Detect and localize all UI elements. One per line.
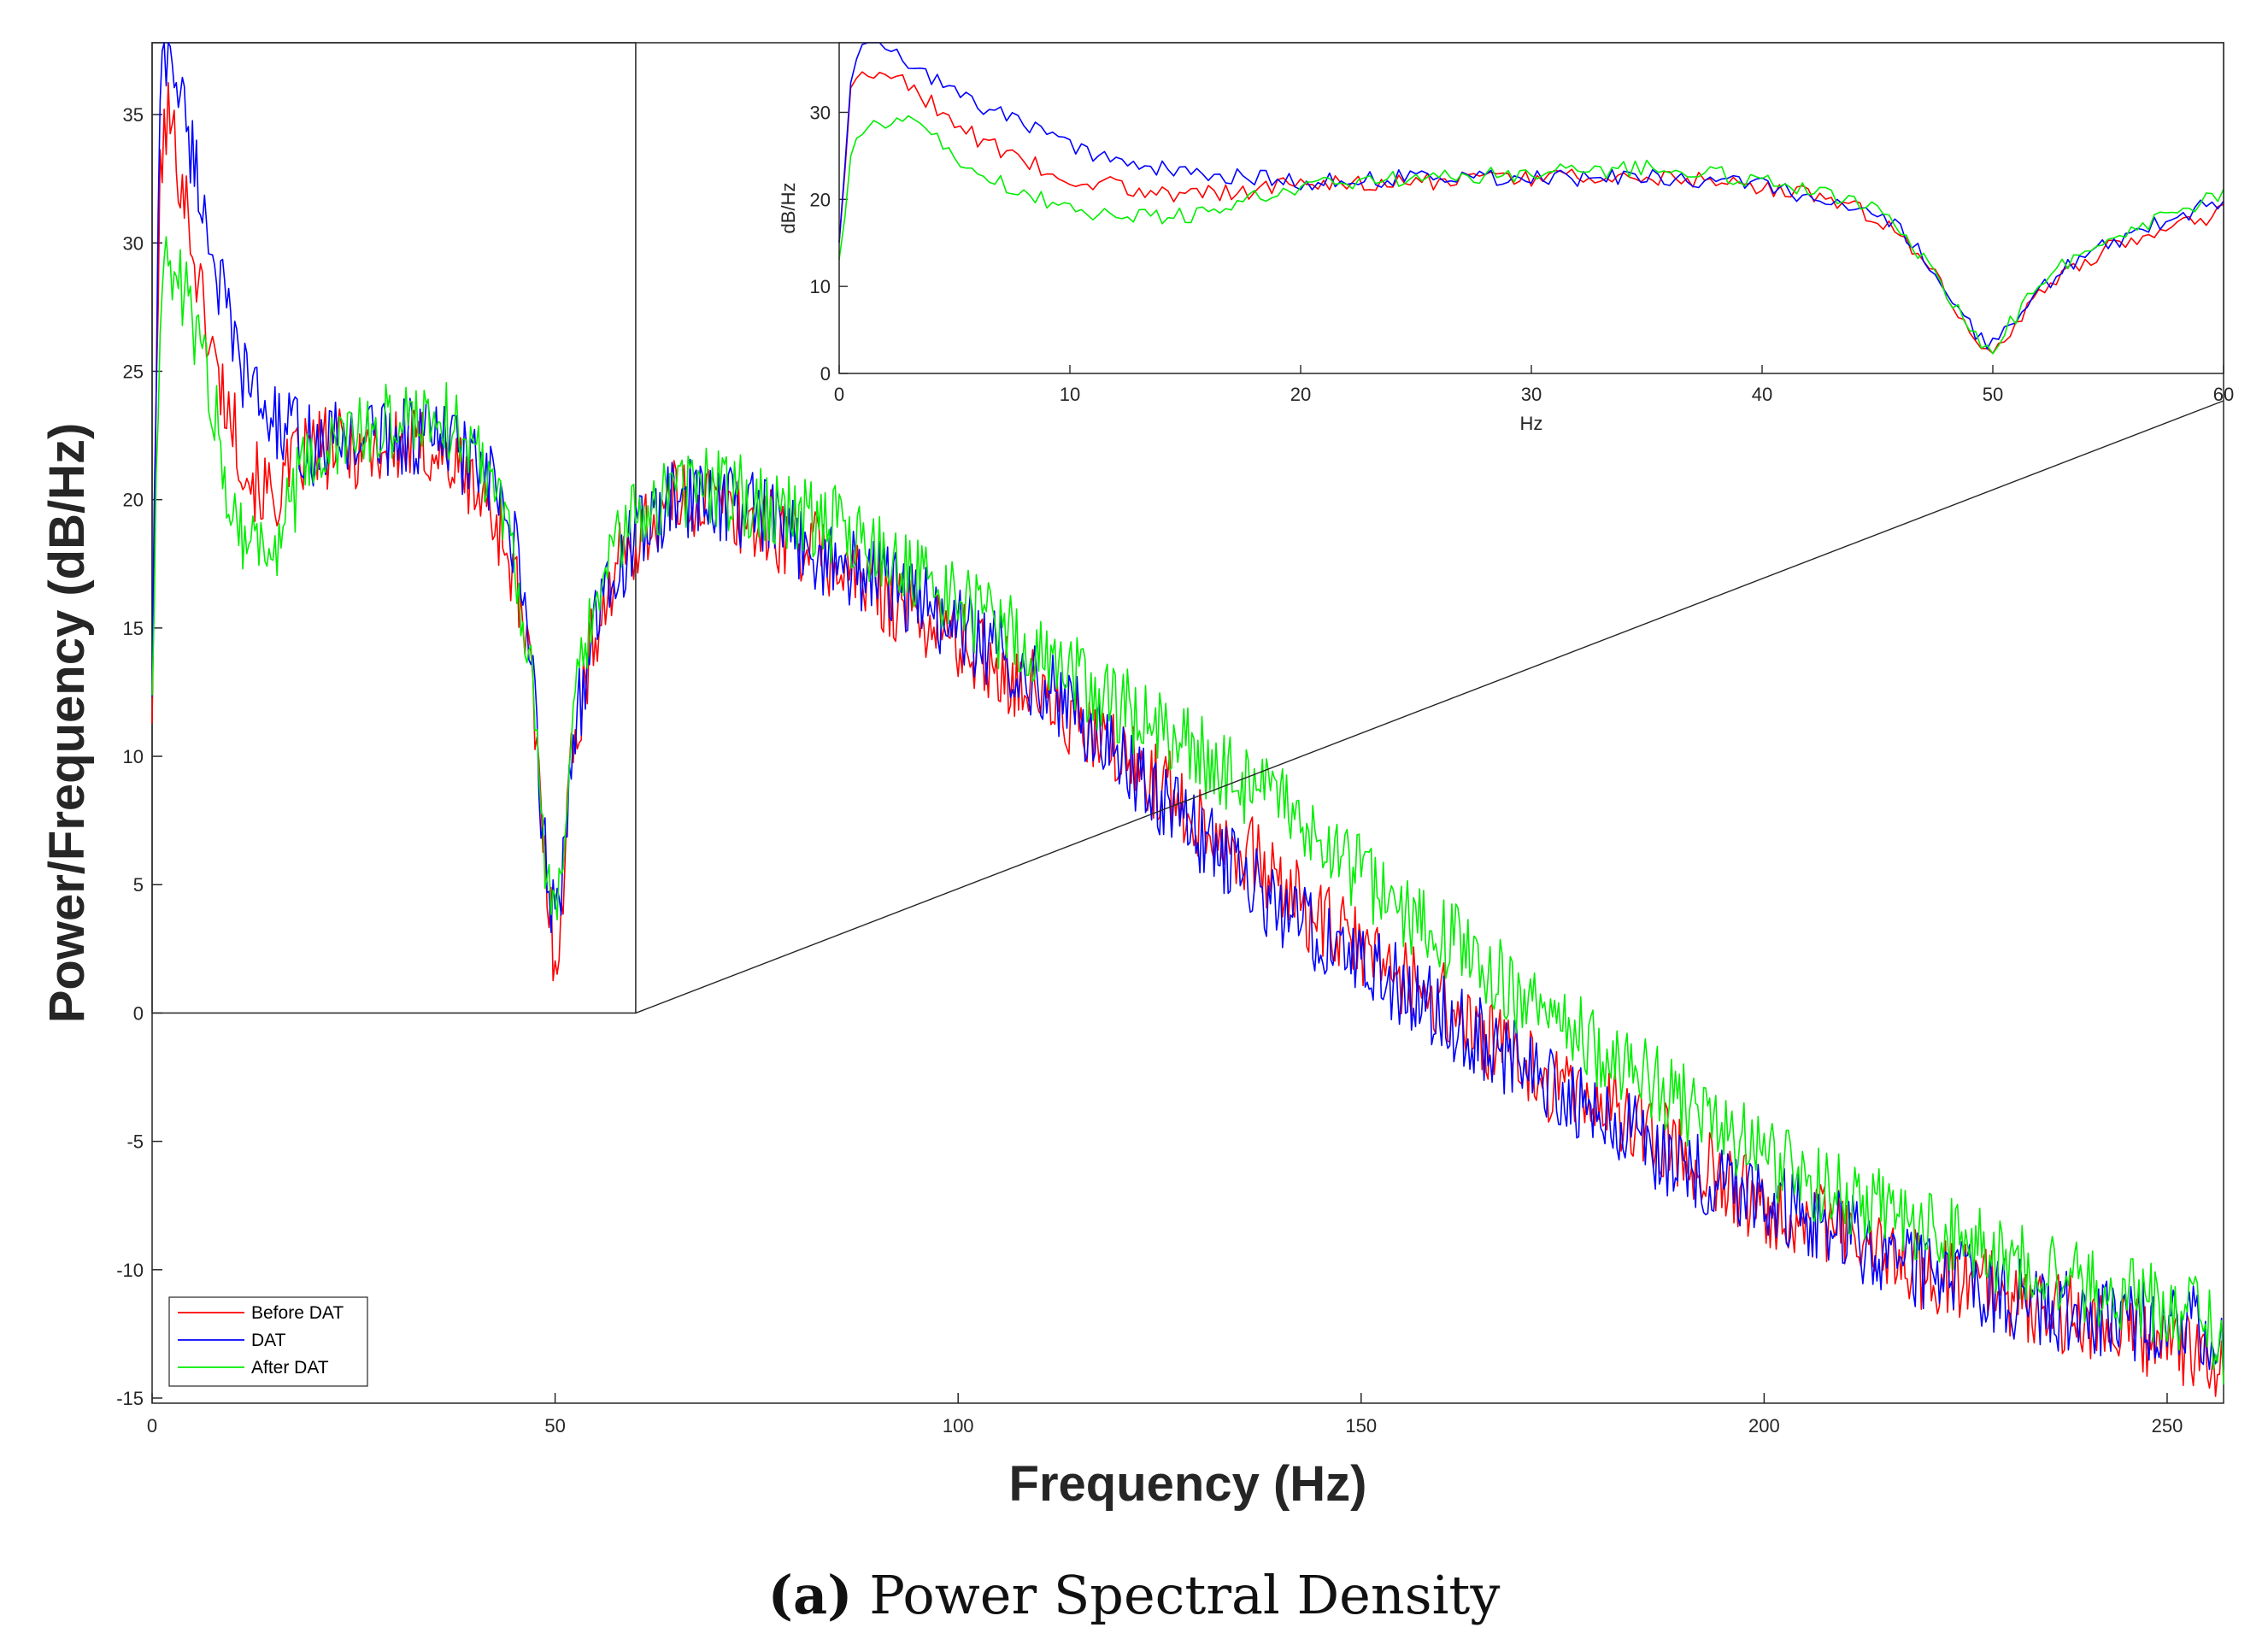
inset-y-tick-label: 30 (810, 102, 831, 123)
inset-series-lines (838, 42, 2224, 355)
main-x-tick-label: 0 (147, 1415, 157, 1437)
inset-y-tick-label: 10 (810, 276, 831, 297)
inset-x-axis: 0 10 20 30 40 50 60 (834, 365, 2234, 405)
main-x-tick-label: 50 (544, 1415, 565, 1437)
main-y-tick-label: 35 (123, 104, 144, 126)
main-y-axis: -15 -10 -5 0 5 10 15 20 25 30 35 (116, 104, 162, 1409)
legend-label-dat: DAT (251, 1331, 286, 1350)
main-x-tick-label: 100 (943, 1415, 974, 1437)
inset-x-tick-label: 30 (1521, 384, 1542, 405)
main-y-tick-label: 0 (133, 1002, 144, 1024)
main-x-tick-label: 200 (1748, 1415, 1780, 1437)
inset-x-tick-label: 20 (1290, 384, 1311, 405)
main-x-tick-label: 150 (1345, 1415, 1377, 1437)
figure-caption: (a) Power Spectral Density (0, 1564, 2268, 1626)
main-y-tick-label: -5 (126, 1131, 144, 1153)
inset-x-tick-label: 40 (1752, 384, 1772, 405)
main-y-tick-label: -15 (116, 1388, 144, 1409)
main-y-tick-label: 30 (123, 232, 144, 254)
inset-y-tick-label: 0 (820, 363, 831, 385)
inset-chart: 0 10 20 30 40 50 60 0 10 20 30 Hz dB/Hz (778, 42, 2234, 434)
inset-x-tick-label: 50 (1983, 384, 2003, 405)
inset-x-tick-label: 60 (2213, 384, 2234, 405)
main-y-tick-label: 10 (123, 746, 144, 767)
main-series-after-dat (151, 236, 2224, 1385)
caption-text: Power Spectral Density (869, 1564, 1501, 1626)
inset-x-tick-label: 0 (834, 384, 844, 405)
main-y-tick-label: 5 (133, 874, 144, 896)
inset-series-dat (838, 42, 2224, 350)
main-x-axis: 0 50 100 150 200 250 (147, 1393, 2183, 1437)
main-y-tick-label: 25 (123, 361, 144, 382)
main-y-tick-label: 20 (123, 490, 144, 511)
zoom-connector-line (635, 400, 2224, 1014)
inset-y-axis-label: dB/Hz (778, 183, 799, 234)
inset-y-axis: 0 10 20 30 (810, 102, 848, 385)
main-x-tick-label: 250 (2152, 1415, 2183, 1437)
inset-x-tick-label: 10 (1060, 384, 1080, 405)
main-y-tick-label: -10 (116, 1260, 144, 1281)
caption-tag: (a) (767, 1564, 853, 1626)
zoom-indicator (151, 42, 637, 1014)
inset-x-axis-label: Hz (1520, 413, 1543, 434)
inset-y-tick-label: 20 (810, 189, 831, 210)
legend-label-after-dat: After DAT (251, 1358, 329, 1378)
main-x-axis-label: Frequency (Hz) (1009, 1456, 1367, 1512)
main-series-lines (151, 42, 2224, 1397)
main-series-dat (151, 42, 2224, 1371)
inset-background (839, 43, 2224, 373)
main-y-tick-label: 15 (123, 618, 144, 639)
main-y-axis-label: Power/Frequency (dB/Hz) (39, 423, 95, 1024)
legend: Before DAT DAT After DAT (168, 1296, 368, 1387)
inset-plot-area (838, 42, 2224, 374)
legend-label-before-dat: Before DAT (251, 1303, 344, 1323)
zoom-box (151, 42, 637, 1014)
inset-series-after-dat (838, 115, 2224, 355)
main-series-before-dat (151, 82, 2224, 1397)
